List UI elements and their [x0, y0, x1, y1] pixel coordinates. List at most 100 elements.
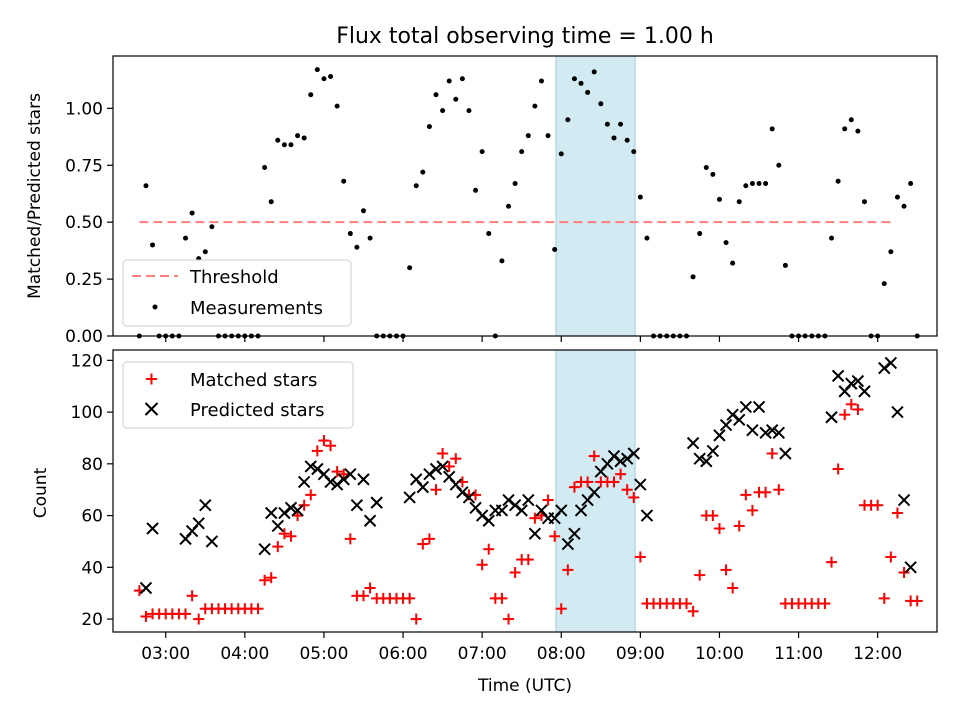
measurement-point: [578, 80, 584, 86]
legend-box: [122, 259, 352, 327]
measurement-point: [618, 121, 624, 127]
measurement-point: [835, 178, 841, 184]
measurement-point: [624, 137, 630, 143]
predicted-star-point: [555, 504, 568, 517]
predicted-star-point: [278, 506, 291, 520]
predicted-star-point: [779, 447, 792, 460]
measurement-point: [328, 73, 334, 79]
matched-star-point: [325, 440, 337, 452]
matched-star-point: [852, 404, 864, 416]
predicted-star-point: [831, 369, 845, 383]
predicted-star-point: [146, 522, 159, 535]
matched-star-point: [766, 447, 778, 459]
ratio-panel: Flux total observing time = 1.00 h Match…: [25, 24, 938, 347]
matched-star-point: [344, 533, 356, 545]
count-panel: Count Time (UTC) 20 40 60 80 100 120 03:00 04:…: [31, 349, 938, 696]
matched-star-point: [357, 590, 369, 602]
measurement-point: [901, 203, 907, 209]
measurement-point: [716, 196, 722, 202]
predicted-star-point: [311, 462, 324, 476]
matched-star-point: [615, 468, 627, 480]
matched-star-point: [872, 499, 884, 511]
matched-star-point: [292, 510, 304, 522]
matched-star-point: [713, 523, 725, 535]
predicted-star-point: [337, 473, 350, 486]
matched-star-point: [437, 447, 449, 459]
matched-star-point: [746, 504, 758, 516]
measurement-point: [697, 231, 703, 237]
measurement-point: [525, 133, 531, 139]
measurement-point: [565, 117, 571, 123]
measurement-point: [644, 235, 650, 241]
predicted-star-point: [858, 385, 871, 398]
measurement-point: [183, 235, 189, 241]
matched-star-point: [773, 484, 785, 496]
predicted-star-point: [403, 491, 416, 504]
measurement-point: [360, 208, 366, 214]
matched-star-point: [331, 466, 343, 478]
measurement-point: [519, 149, 525, 155]
measurement-point: [479, 149, 485, 155]
measurement-point: [433, 92, 439, 98]
legend-matched-label: Matched stars: [190, 370, 317, 391]
measurement-point: [598, 101, 604, 107]
predicted-star-point: [423, 467, 436, 481]
matched-star-point: [832, 463, 844, 475]
measurement-point: [275, 137, 281, 143]
matched-star-point: [252, 603, 264, 615]
y-tick-label: 0.00: [65, 327, 103, 347]
legend-box: [122, 361, 354, 429]
x-tick-label: 04:00: [220, 644, 269, 664]
predicted-star-point: [884, 356, 898, 370]
measurement-point: [585, 89, 591, 95]
predicted-star-point: [416, 480, 430, 494]
measurement-point: [552, 246, 558, 252]
predicted-star-point: [627, 447, 640, 460]
matched-star-point: [707, 510, 719, 522]
measurement-point: [538, 78, 544, 84]
matched-star-point: [522, 554, 534, 566]
predicted-star-point: [878, 361, 891, 375]
matched-star-point: [509, 566, 521, 578]
y-tick-label: 1.00: [65, 99, 103, 119]
x-tick-label: 10:00: [695, 644, 744, 664]
plot-frame: [112, 55, 938, 337]
predicted-star-point: [456, 486, 469, 499]
predicted-star-point: [370, 496, 383, 509]
measurement-point: [334, 103, 340, 109]
measurement-point: [314, 67, 320, 73]
measurement-point: [413, 183, 419, 189]
measurement-point: [723, 240, 729, 246]
matched-star-point: [140, 610, 152, 622]
predicted-star-point: [192, 517, 205, 530]
legend: Matched stars Predicted stars: [122, 361, 354, 429]
predicted-star-point: [634, 478, 647, 491]
measurement-point: [763, 180, 769, 186]
measurement-point: [782, 262, 788, 268]
predicted-star-point: [620, 452, 634, 465]
x-tick-label: 06:00: [379, 644, 428, 664]
x-tick-label: 07:00: [458, 644, 507, 664]
y-ticks: 20 40 60 80 100 120: [71, 351, 113, 630]
measurement-point: [829, 235, 835, 241]
matched-star-point: [720, 564, 732, 576]
predicted-star-point: [752, 400, 766, 414]
measurement-point: [532, 103, 538, 109]
predicted-star-point: [350, 499, 364, 512]
measurement-point: [545, 133, 551, 139]
y-tick-label: 60: [81, 507, 103, 527]
predicted-star-point: [726, 408, 739, 421]
measurement-point: [855, 128, 861, 134]
measurement-point: [347, 231, 353, 237]
predicted-star-point: [574, 504, 588, 517]
x-ticks: 03:00 04:00 05:00 06:00 07:00 08:00 09:00 10:00…: [141, 632, 902, 664]
y-tick-label: 20: [81, 610, 103, 630]
y-ticks: 0.00 0.25 0.50 0.75 1.00: [65, 99, 113, 347]
predicted-star-point: [706, 444, 720, 458]
measurement-point: [440, 108, 446, 114]
predicted-star-point: [344, 467, 357, 481]
predicted-star-point: [357, 473, 370, 486]
measurement-point: [189, 210, 195, 216]
matched-star-point: [272, 541, 284, 553]
measurement-point: [749, 180, 755, 186]
